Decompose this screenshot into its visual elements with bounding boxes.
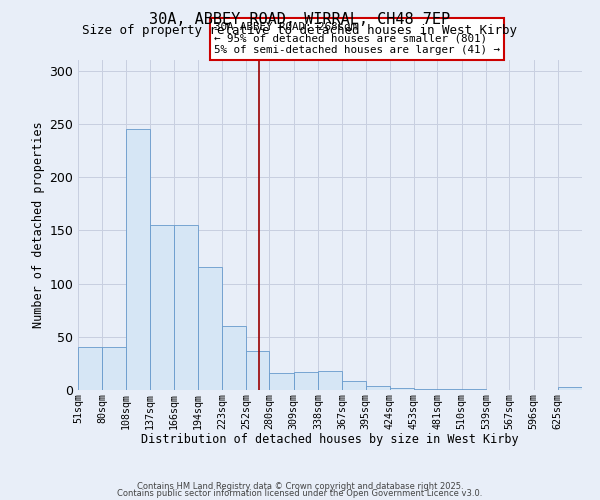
Bar (125, 129, 150, 390)
Bar (318, 371, 342, 390)
Bar (197, 266, 222, 390)
Bar (390, 388, 414, 390)
Bar (269, 373, 293, 390)
Text: Contains public sector information licensed under the Open Government Licence v3: Contains public sector information licen… (118, 490, 482, 498)
Bar (102, 348, 125, 390)
Text: 30A ABBEY ROAD: 268sqm
← 95% of detached houses are smaller (801)
5% of semi-det: 30A ABBEY ROAD: 268sqm ← 95% of detached… (214, 22, 500, 56)
Bar (293, 372, 318, 390)
Bar (174, 225, 197, 390)
Y-axis label: Number of detached properties: Number of detached properties (32, 122, 45, 328)
Bar (461, 389, 486, 390)
Bar (365, 386, 390, 390)
Text: Size of property relative to detached houses in West Kirby: Size of property relative to detached ho… (83, 24, 517, 37)
Text: Contains HM Land Registry data © Crown copyright and database right 2025.: Contains HM Land Registry data © Crown c… (137, 482, 463, 491)
Bar (437, 389, 461, 390)
Bar (414, 389, 437, 390)
Bar (558, 387, 582, 390)
Bar (342, 382, 365, 390)
Bar (246, 350, 269, 390)
Text: 30A, ABBEY ROAD, WIRRAL, CH48 7EP: 30A, ABBEY ROAD, WIRRAL, CH48 7EP (149, 12, 451, 28)
X-axis label: Distribution of detached houses by size in West Kirby: Distribution of detached houses by size … (141, 433, 519, 446)
Bar (150, 225, 174, 390)
Bar (222, 326, 246, 390)
Bar (78, 348, 102, 390)
